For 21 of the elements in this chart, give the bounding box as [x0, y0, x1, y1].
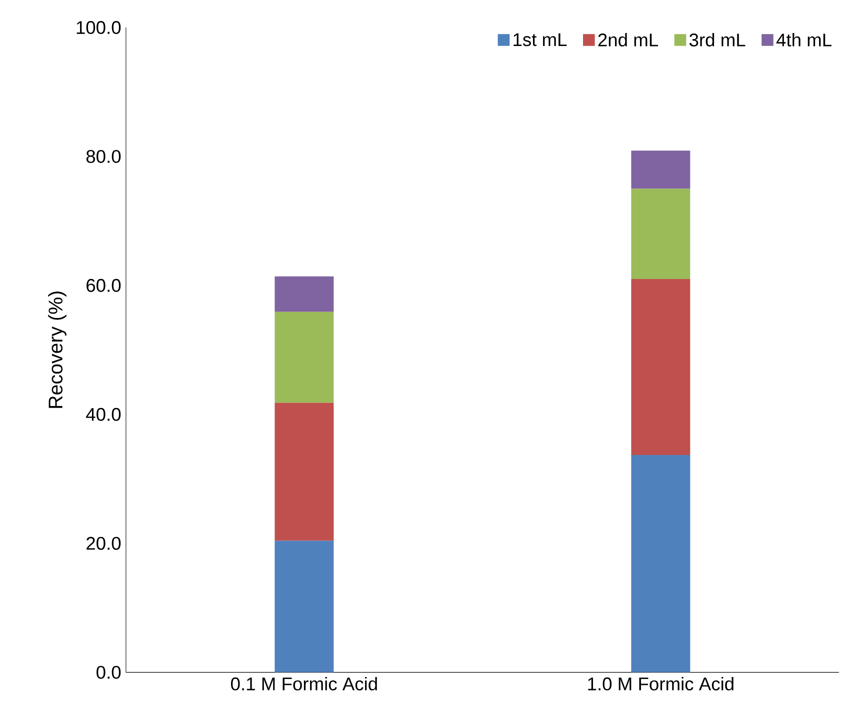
y-tick-label: 60.0	[86, 279, 121, 292]
legend-label: 2nd mL	[598, 33, 658, 47]
y-axis-title: Recovery (%)	[48, 292, 66, 408]
x-tick-label: 0.1 M Formic Acid	[231, 677, 377, 691]
bar	[274, 540, 334, 672]
y-tick-label: 0.0	[96, 666, 121, 679]
bar	[631, 188, 690, 280]
x-tick-label: 1.0 M Formic Acid	[588, 677, 734, 691]
legend-label: 4th mL	[776, 33, 832, 47]
y-tick-label: 20.0	[86, 537, 121, 550]
y-tick-label: 40.0	[86, 408, 121, 422]
bar	[631, 455, 690, 672]
bar	[274, 312, 334, 403]
y-tick-label: 80.0	[86, 150, 121, 164]
legend-label: 3rd mL	[689, 33, 746, 47]
y-tick-label: 100.0	[76, 21, 121, 34]
bar	[274, 402, 334, 541]
bar	[274, 276, 334, 312]
legend-label: 1st mL	[514, 34, 567, 46]
bar	[631, 150, 690, 189]
bar	[631, 279, 690, 456]
